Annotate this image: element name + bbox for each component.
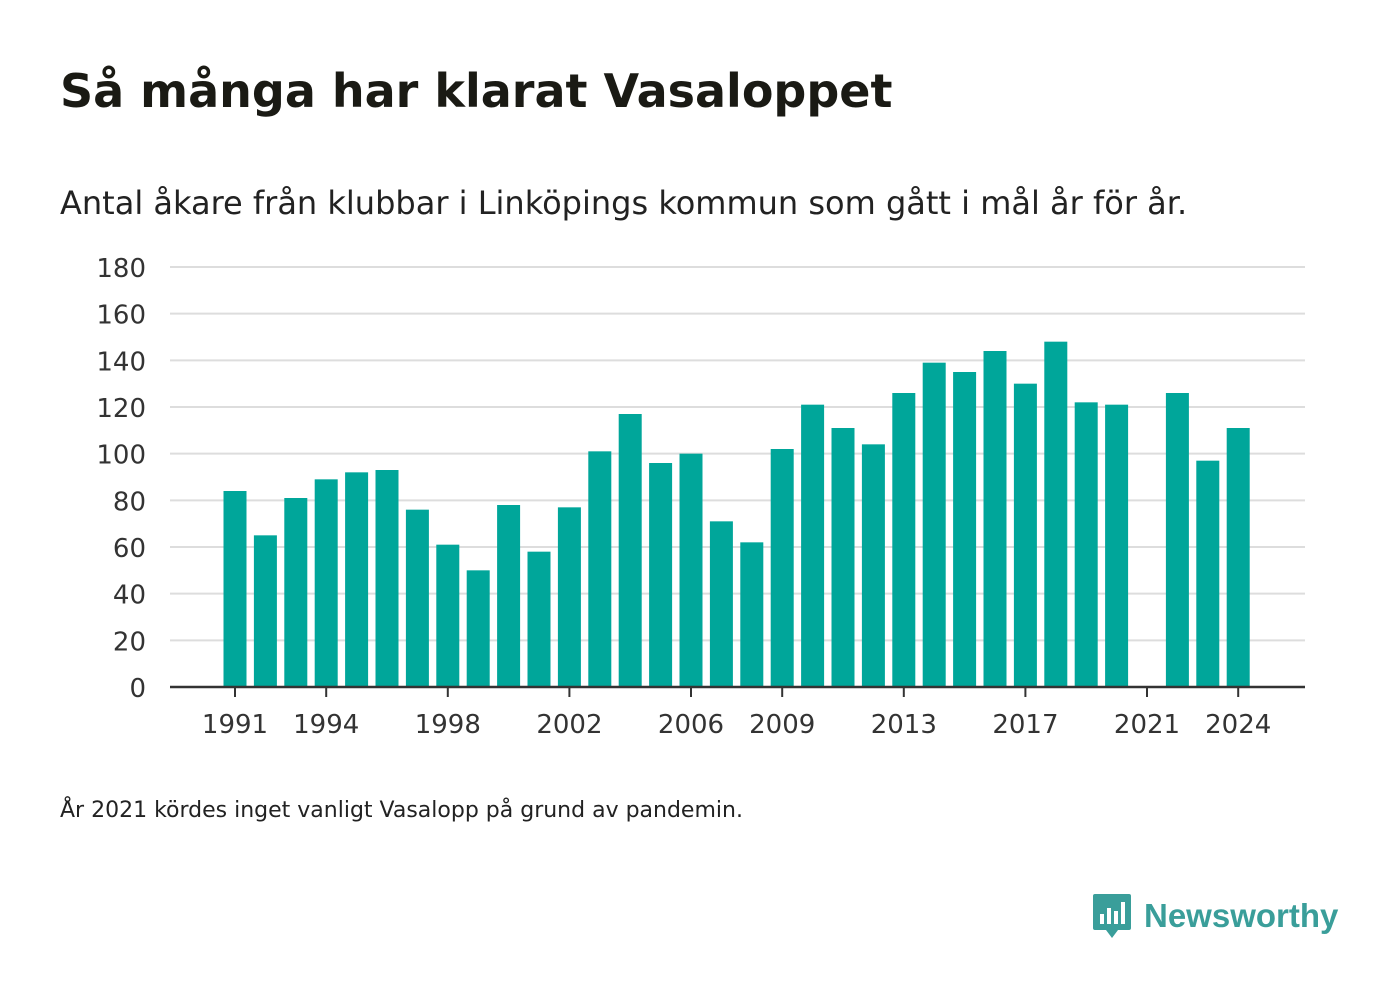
x-tick-label: 2009 [749, 710, 815, 740]
bar [223, 491, 247, 687]
bar [345, 472, 369, 687]
x-tick-label: 2006 [658, 710, 724, 740]
grid-lines [170, 266, 1305, 642]
footnote: År 2021 kördes inget vanligt Vasalopp på… [60, 798, 743, 823]
x-axis-labels: 1991 1994 1998 2002 2006 2009 2013 2017 2021 2024 [202, 710, 1271, 740]
y-tick-label: 180 [96, 254, 146, 284]
x-tick-label: 2013 [871, 710, 937, 740]
bar [1105, 404, 1129, 687]
x-tick-label: 1998 [415, 710, 481, 740]
bar [709, 521, 733, 687]
bar [801, 404, 825, 687]
bar [557, 507, 581, 687]
bar [375, 470, 399, 687]
y-tick-label: 20 [113, 627, 146, 657]
y-tick-label: 60 [113, 534, 146, 564]
chart-title: Så många har klarat Vasaloppet [60, 64, 893, 118]
brand-logo: Newsworthy [1092, 892, 1338, 940]
bar [1196, 460, 1220, 687]
y-tick-label: 0 [129, 674, 146, 704]
bar [649, 463, 673, 687]
x-tick-label: 2017 [992, 710, 1058, 740]
y-tick-label: 160 [96, 301, 146, 331]
bar [1226, 428, 1250, 687]
x-tick-label: 2002 [536, 710, 602, 740]
x-tick-label: 2021 [1114, 710, 1180, 740]
bar [831, 428, 855, 687]
bar [527, 551, 551, 687]
bar [740, 542, 764, 687]
bar [922, 362, 946, 687]
bar [1165, 393, 1189, 687]
bar [1013, 383, 1037, 687]
bar [466, 570, 490, 687]
bar [588, 451, 612, 687]
x-tick-label: 2024 [1205, 710, 1271, 740]
bar [679, 453, 703, 687]
y-tick-label: 120 [96, 394, 146, 424]
bar [497, 505, 521, 687]
bar [436, 544, 460, 687]
bar [892, 393, 916, 687]
y-tick-label: 140 [96, 347, 146, 377]
bar [770, 449, 794, 687]
bar [983, 351, 1007, 687]
bar [1074, 402, 1098, 687]
bar [253, 535, 277, 687]
x-axis [170, 685, 1305, 697]
brand-name: Newsworthy [1144, 897, 1339, 934]
x-tick-label: 1994 [293, 710, 359, 740]
bar [314, 479, 338, 687]
y-tick-label: 100 [96, 441, 146, 471]
bar-chart: 0 20 40 60 80 100 120 140 160 180 1991 1994 1998 200… [96, 254, 1305, 740]
y-tick-label: 80 [113, 487, 146, 517]
chart-subtitle: Antal åkare från klubbar i Linköpings ko… [60, 184, 1188, 222]
x-tick-label: 1991 [202, 710, 268, 740]
bar [861, 444, 885, 687]
bar [953, 372, 977, 687]
y-axis-labels: 0 20 40 60 80 100 120 140 160 180 [96, 254, 146, 704]
bars [223, 341, 1250, 687]
y-tick-label: 40 [113, 581, 146, 611]
bar [618, 414, 642, 687]
bar [284, 498, 308, 687]
bar [405, 509, 429, 687]
bar [1044, 341, 1068, 687]
bar-chart-speech-bubble-icon [1093, 894, 1131, 938]
